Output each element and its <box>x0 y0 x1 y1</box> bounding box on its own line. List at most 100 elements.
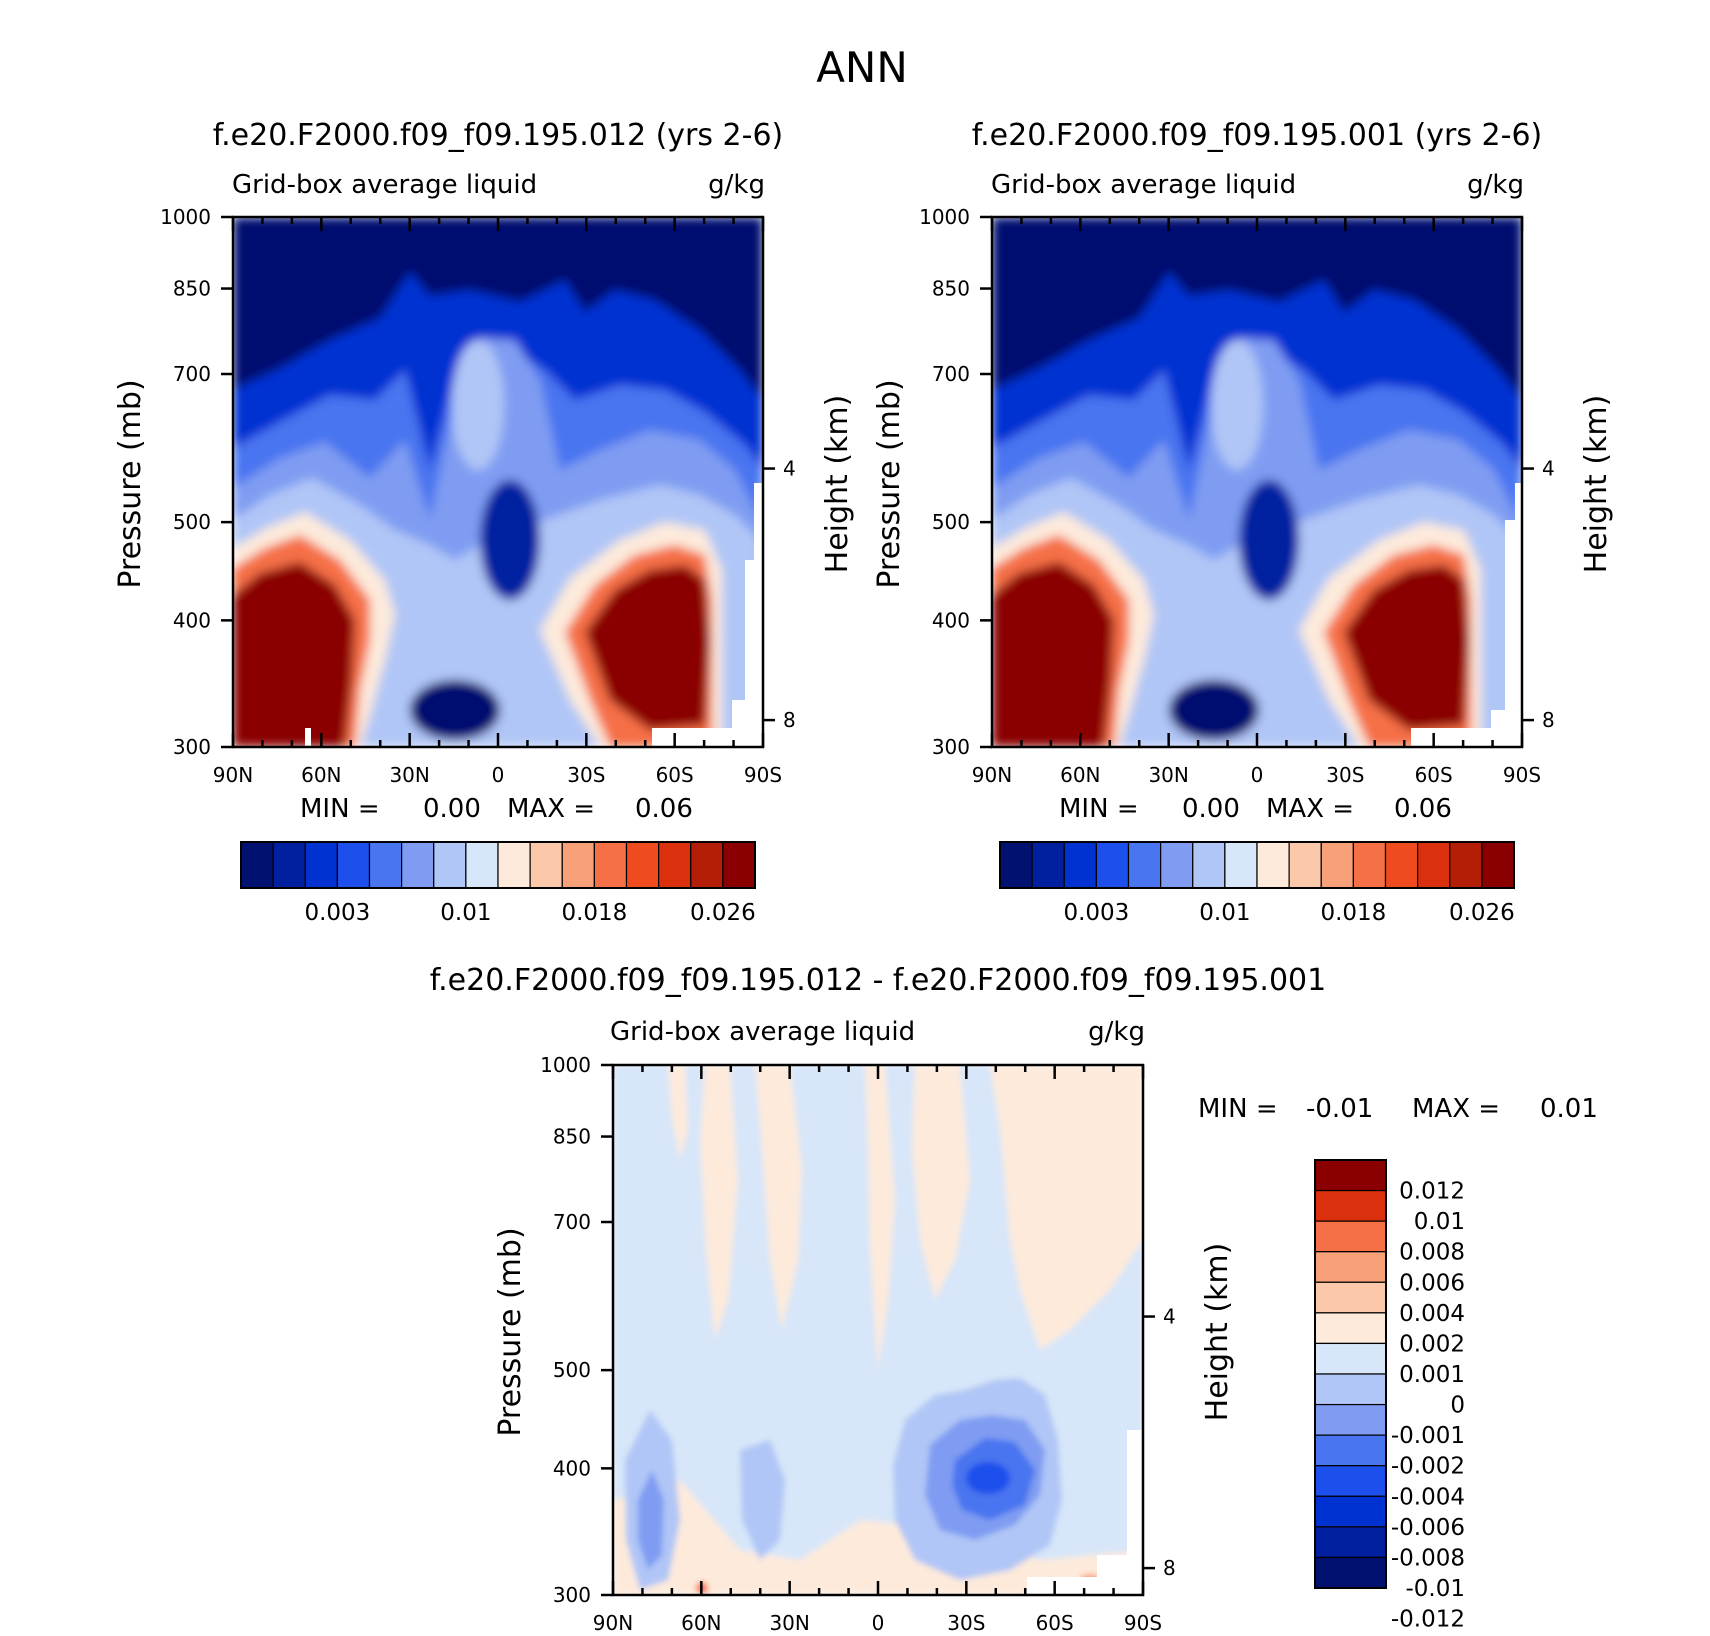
y-right-axis-title: Height (km) <box>820 395 855 574</box>
colorbar-label: 0.003 <box>304 900 370 926</box>
contour-band <box>410 680 500 740</box>
colorbar-box <box>465 841 499 889</box>
units-label: g/kg <box>1088 1017 1145 1047</box>
colorbar-box <box>401 841 435 889</box>
colorbar-box <box>1314 1403 1387 1436</box>
colorbar-box <box>1256 841 1290 889</box>
y-right-tick-label: 4 <box>1163 1305 1176 1329</box>
y-right-tick-label: 8 <box>1542 708 1555 732</box>
x-tick-label: 30N <box>389 763 429 787</box>
y-tick-label: 1000 <box>160 205 211 229</box>
colorbar-label: 0 <box>1450 1393 1465 1419</box>
panel-title: f.e20.F2000.f09_f09.195.012 (yrs 2-6) <box>213 118 783 153</box>
axis-group: 90N 60N 30N 0 30S 60S 90S 300 400 500 700 850 1000 8 4… <box>493 1053 1235 1635</box>
colorbar-box <box>722 841 756 889</box>
stats-min-value: 0.00 <box>1182 794 1240 824</box>
y-right-axis-title: Height (km) <box>1579 395 1614 574</box>
colorbar-box <box>1288 841 1322 889</box>
colorbar-box <box>690 841 724 889</box>
stats-min-label: MIN = <box>1198 1094 1278 1124</box>
colorbar-box <box>1192 841 1226 889</box>
colorbar-box <box>1314 1251 1387 1283</box>
x-tick-label: 90S <box>744 763 782 787</box>
colorbar-box <box>1314 1465 1387 1497</box>
missing-data-patch <box>1505 520 1522 710</box>
colorbar-label: -0.002 <box>1391 1454 1465 1480</box>
x-tick-label: 60N <box>301 763 341 787</box>
colorbar-box <box>1314 1434 1387 1467</box>
missing-data-patch <box>1491 710 1522 747</box>
stats-max-label: MAX = <box>507 794 595 824</box>
page-title: ANN <box>816 43 908 92</box>
contour-band <box>668 1065 688 1160</box>
x-tick-label: 90N <box>593 1611 633 1635</box>
colorbar-box <box>1031 841 1065 889</box>
colorbar: 0.003 0.01 0.018 0.026 <box>999 841 1515 926</box>
x-tick-label: 30N <box>1148 763 1188 787</box>
colorbar-box <box>336 841 371 889</box>
contour-band <box>755 1065 802 1330</box>
x-tick-label: 90S <box>1124 1611 1162 1635</box>
x-tick-label: 30S <box>1326 763 1364 787</box>
colorbar-box <box>593 841 628 889</box>
stats-min-label: MIN = <box>1059 794 1139 824</box>
colorbar: 0.003 0.01 0.018 0.026 <box>240 841 756 926</box>
y-tick-label: 400 <box>932 608 970 632</box>
y-tick-label: 500 <box>553 1358 591 1382</box>
units-label: g/kg <box>708 170 765 200</box>
y-tick-label: 300 <box>932 735 970 759</box>
colorbar-label: 0.01 <box>440 900 491 926</box>
y-right-tick-label: 4 <box>783 457 796 481</box>
colorbar-box <box>1449 841 1483 889</box>
colorbar-label: 0.01 <box>1414 1209 1465 1235</box>
x-tick-label: 30S <box>947 1611 985 1635</box>
y-tick-label: 1000 <box>540 1053 591 1077</box>
contour-band <box>865 1065 895 1370</box>
contour-band <box>990 1065 1143 1350</box>
colorbar-frame <box>240 841 756 889</box>
missing-data-patch <box>745 560 763 700</box>
colorbar-box <box>1314 1281 1387 1314</box>
y-tick-label: 850 <box>173 277 211 301</box>
colorbar-label: -0.008 <box>1391 1545 1465 1571</box>
y-tick-label: 500 <box>932 510 970 534</box>
colorbar-label: 0.004 <box>1399 1301 1465 1327</box>
y-tick-label: 400 <box>553 1456 591 1480</box>
colorbar-label: 0.026 <box>1449 900 1515 926</box>
colorbar-label: -0.012 <box>1391 1607 1465 1633</box>
x-tick-label: 90S <box>1503 763 1541 787</box>
missing-data-patch <box>754 483 763 560</box>
colorbar-label: 0.018 <box>1320 900 1386 926</box>
colorbar-label: 0.018 <box>561 900 627 926</box>
colorbar-box <box>1314 1159 1387 1192</box>
x-tick-label: 60S <box>1036 1611 1074 1635</box>
contour-band <box>452 340 504 470</box>
stats-max-value: 0.06 <box>1394 794 1452 824</box>
contour-field <box>992 217 1522 747</box>
colorbar-box <box>999 841 1033 889</box>
contour-band <box>740 1440 785 1560</box>
y-tick-label: 300 <box>173 735 211 759</box>
contour-field <box>613 1065 1143 1595</box>
x-tick-label: 90N <box>972 763 1012 787</box>
variable-label: Grid-box average liquid <box>232 170 537 200</box>
colorbar-box <box>1417 841 1451 889</box>
y-tick-label: 850 <box>553 1125 591 1149</box>
contour-field <box>233 217 763 747</box>
colorbar-box <box>240 841 274 889</box>
axis-group: 90N 60N 30N 0 30S 60S 90S 300 400 500 700 850 1000 8 4… <box>113 205 855 787</box>
y-right-tick-label: 4 <box>1542 457 1555 481</box>
colorbar: 0.012 0.01 0.008 0.006 0.004 0.002 0.001 0 -0.00… <box>1314 1159 1465 1633</box>
y-tick-label: 850 <box>932 277 970 301</box>
panel-title: f.e20.F2000.f09_f09.195.012 - f.e20.F200… <box>430 963 1326 998</box>
colorbar-box <box>1095 841 1130 889</box>
colorbar-box <box>304 841 338 889</box>
colorbar-box <box>1320 841 1354 889</box>
x-tick-label: 30N <box>769 1611 809 1635</box>
colorbar-label: -0.001 <box>1391 1423 1465 1449</box>
x-tick-label: 60N <box>681 1611 721 1635</box>
y-axis-title: Pressure (mb) <box>493 1227 528 1436</box>
colorbar-label: 0.008 <box>1399 1240 1465 1266</box>
y-tick-label: 500 <box>173 510 211 534</box>
colorbar-box <box>1314 1342 1387 1375</box>
